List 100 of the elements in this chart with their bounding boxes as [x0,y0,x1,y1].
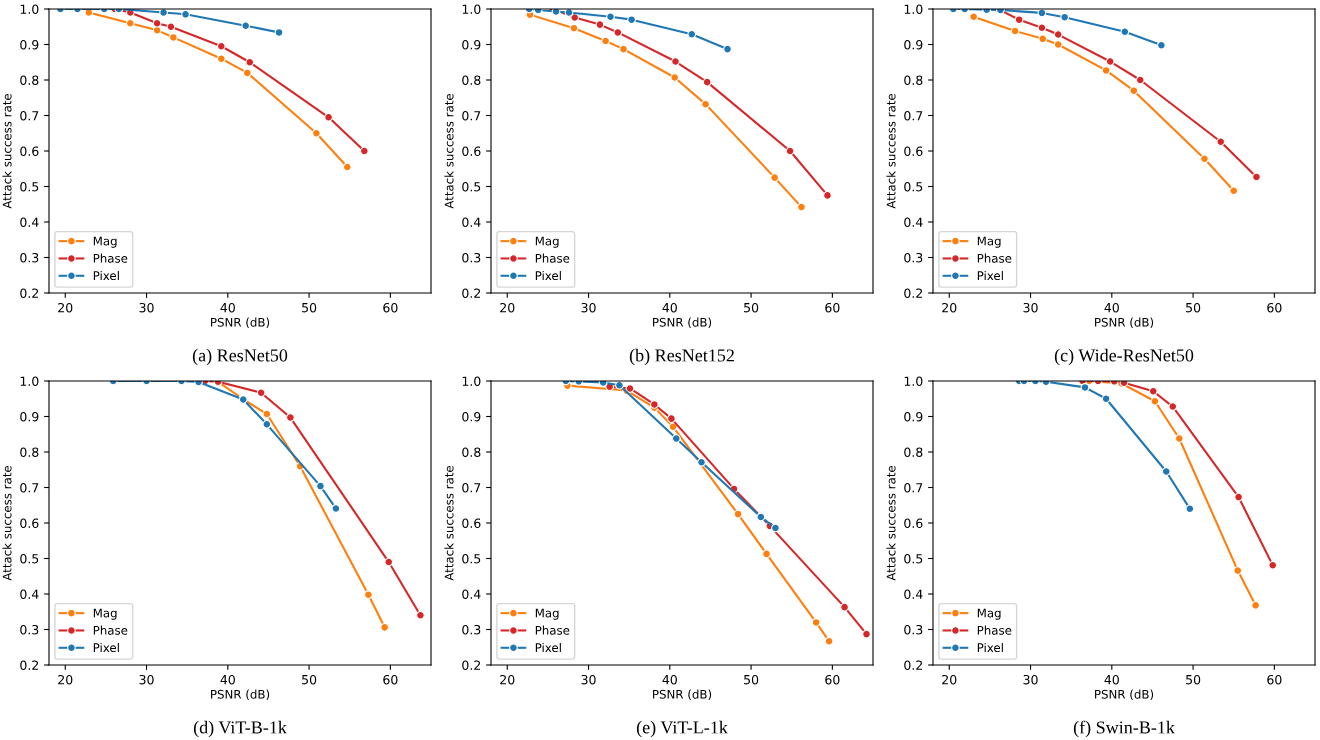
y-tick-label: 0.6 [904,146,923,156]
point [601,36,610,46]
x-tick-label: 50 [302,674,317,685]
y-tick-label: 0.2 [904,288,923,298]
point [671,434,681,443]
point [216,54,226,64]
x-tick-label: 60 [1267,302,1282,313]
point [256,388,266,398]
y-tick-label: 0.7 [20,482,39,493]
text: (f) Swin-B-1k [1073,720,1175,738]
y-tick-label: 0.3 [462,624,481,635]
point [181,9,190,19]
point [615,381,624,390]
y-tick-label: 0.7 [904,110,923,121]
point [262,419,272,429]
point [697,457,706,467]
y-tick-label: 0.4 [462,217,481,227]
x-tick-label: 30 [1023,674,1038,685]
y-tick-label: 0.3 [462,252,481,263]
legend-label: Pixel [535,642,561,653]
point [1105,57,1115,66]
point [159,9,168,17]
x-tick-label: 20 [500,302,515,313]
legend-label: Pixel [93,642,119,653]
x-tick-label: 40 [1104,302,1119,313]
y-tick-label: 0.2 [462,288,481,298]
y-tick-label: 0.2 [462,660,481,670]
x-tick-label: 50 [302,302,317,313]
y-tick-label: 0.8 [462,75,481,85]
point [1080,383,1090,392]
legend-label: Mag [977,608,1001,620]
point [1129,86,1139,96]
y-axis-title: Attack success rate [444,465,454,581]
y-tick-label: 0.6 [20,518,39,528]
point [564,9,574,17]
y-tick-label: 0.4 [904,217,923,227]
y-tick-label: 0.6 [462,146,481,156]
y-tick-label: 0.4 [462,589,481,599]
point [1251,600,1261,610]
x-tick-label: 20 [942,302,957,313]
x-tick-label: 20 [942,674,957,685]
point [771,523,780,533]
y-tick-label: 1.0 [20,376,39,386]
y-tick-label: 0.7 [462,482,481,493]
x-tick-label: 20 [58,674,73,685]
point [595,20,605,29]
point [613,28,623,37]
point [756,512,766,522]
legend-label: Phase [977,625,1012,635]
point [416,610,425,620]
point [1233,566,1243,575]
y-tick-label: 0.9 [462,39,481,50]
y-tick-label: 0.9 [904,39,923,50]
y-tick-label: 0.5 [462,181,481,192]
x-tick-label: 30 [581,302,596,313]
x-axis-title: PSNR (dB) [211,689,270,701]
x-axis-title: PSNR (dB) [653,689,712,701]
legend-label: Mag [93,236,117,248]
point [1200,154,1209,164]
point [1135,75,1145,85]
point [840,602,849,612]
y-tick-label: 0.4 [20,217,39,227]
point [1161,467,1171,476]
point [312,128,321,138]
x-axis-title: PSNR (dB) [211,317,270,329]
point [1060,12,1070,22]
point [245,57,255,67]
text: (a) ResNet50 [192,348,288,366]
x-tick-label: 50 [1186,674,1201,685]
text: (c) Wide-ResNet50 [1054,348,1194,366]
text: (e) ViT-L-1k [636,720,728,738]
legend-label: Mag [535,236,559,248]
y-tick-label: 0.6 [904,518,923,528]
x-tick-label: 20 [58,302,73,313]
point [701,99,710,109]
y-tick-label: 0.4 [20,589,39,599]
y-axis-title: Attack success rate [2,465,12,581]
point [762,549,771,559]
x-tick-label: 40 [662,674,677,685]
x-tick-label: 60 [383,302,398,313]
y-tick-label: 0.9 [904,411,923,422]
point [84,9,94,17]
point [242,68,252,78]
point [723,44,732,54]
point [1053,40,1063,49]
y-axis-title: Attack success rate [886,465,896,581]
point [1216,137,1226,147]
point [274,28,284,37]
y-tick-label: 0.3 [904,624,923,635]
y-tick-label: 0.7 [904,482,923,493]
legend-label: Phase [93,625,128,635]
x-tick-label: 60 [1267,674,1282,685]
x-tick-label: 40 [1104,674,1119,685]
point [670,73,680,82]
x-tick-label: 40 [220,302,235,313]
point [380,622,390,632]
legend-label: Phase [977,253,1012,263]
point [241,21,251,31]
legend-label: Phase [535,625,570,635]
x-axis-title: PSNR (dB) [1095,689,1154,701]
